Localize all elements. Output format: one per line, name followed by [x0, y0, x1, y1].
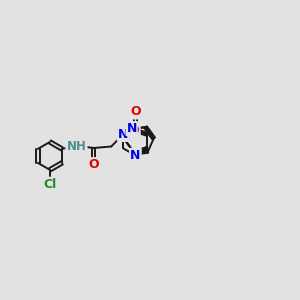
Text: N: N: [127, 122, 137, 135]
Text: N: N: [118, 128, 128, 141]
Text: N: N: [130, 149, 140, 162]
Text: O: O: [130, 105, 141, 118]
Text: O: O: [88, 158, 99, 171]
Text: Cl: Cl: [43, 178, 56, 191]
Text: O: O: [129, 124, 140, 136]
Text: NH: NH: [67, 140, 86, 153]
Text: Cl: Cl: [43, 178, 56, 191]
Text: O: O: [129, 124, 140, 136]
Text: NH: NH: [67, 140, 86, 153]
Text: N: N: [127, 122, 137, 135]
Text: O: O: [130, 105, 141, 118]
Text: N: N: [118, 128, 128, 141]
Text: N: N: [130, 149, 140, 162]
Text: O: O: [88, 158, 99, 171]
